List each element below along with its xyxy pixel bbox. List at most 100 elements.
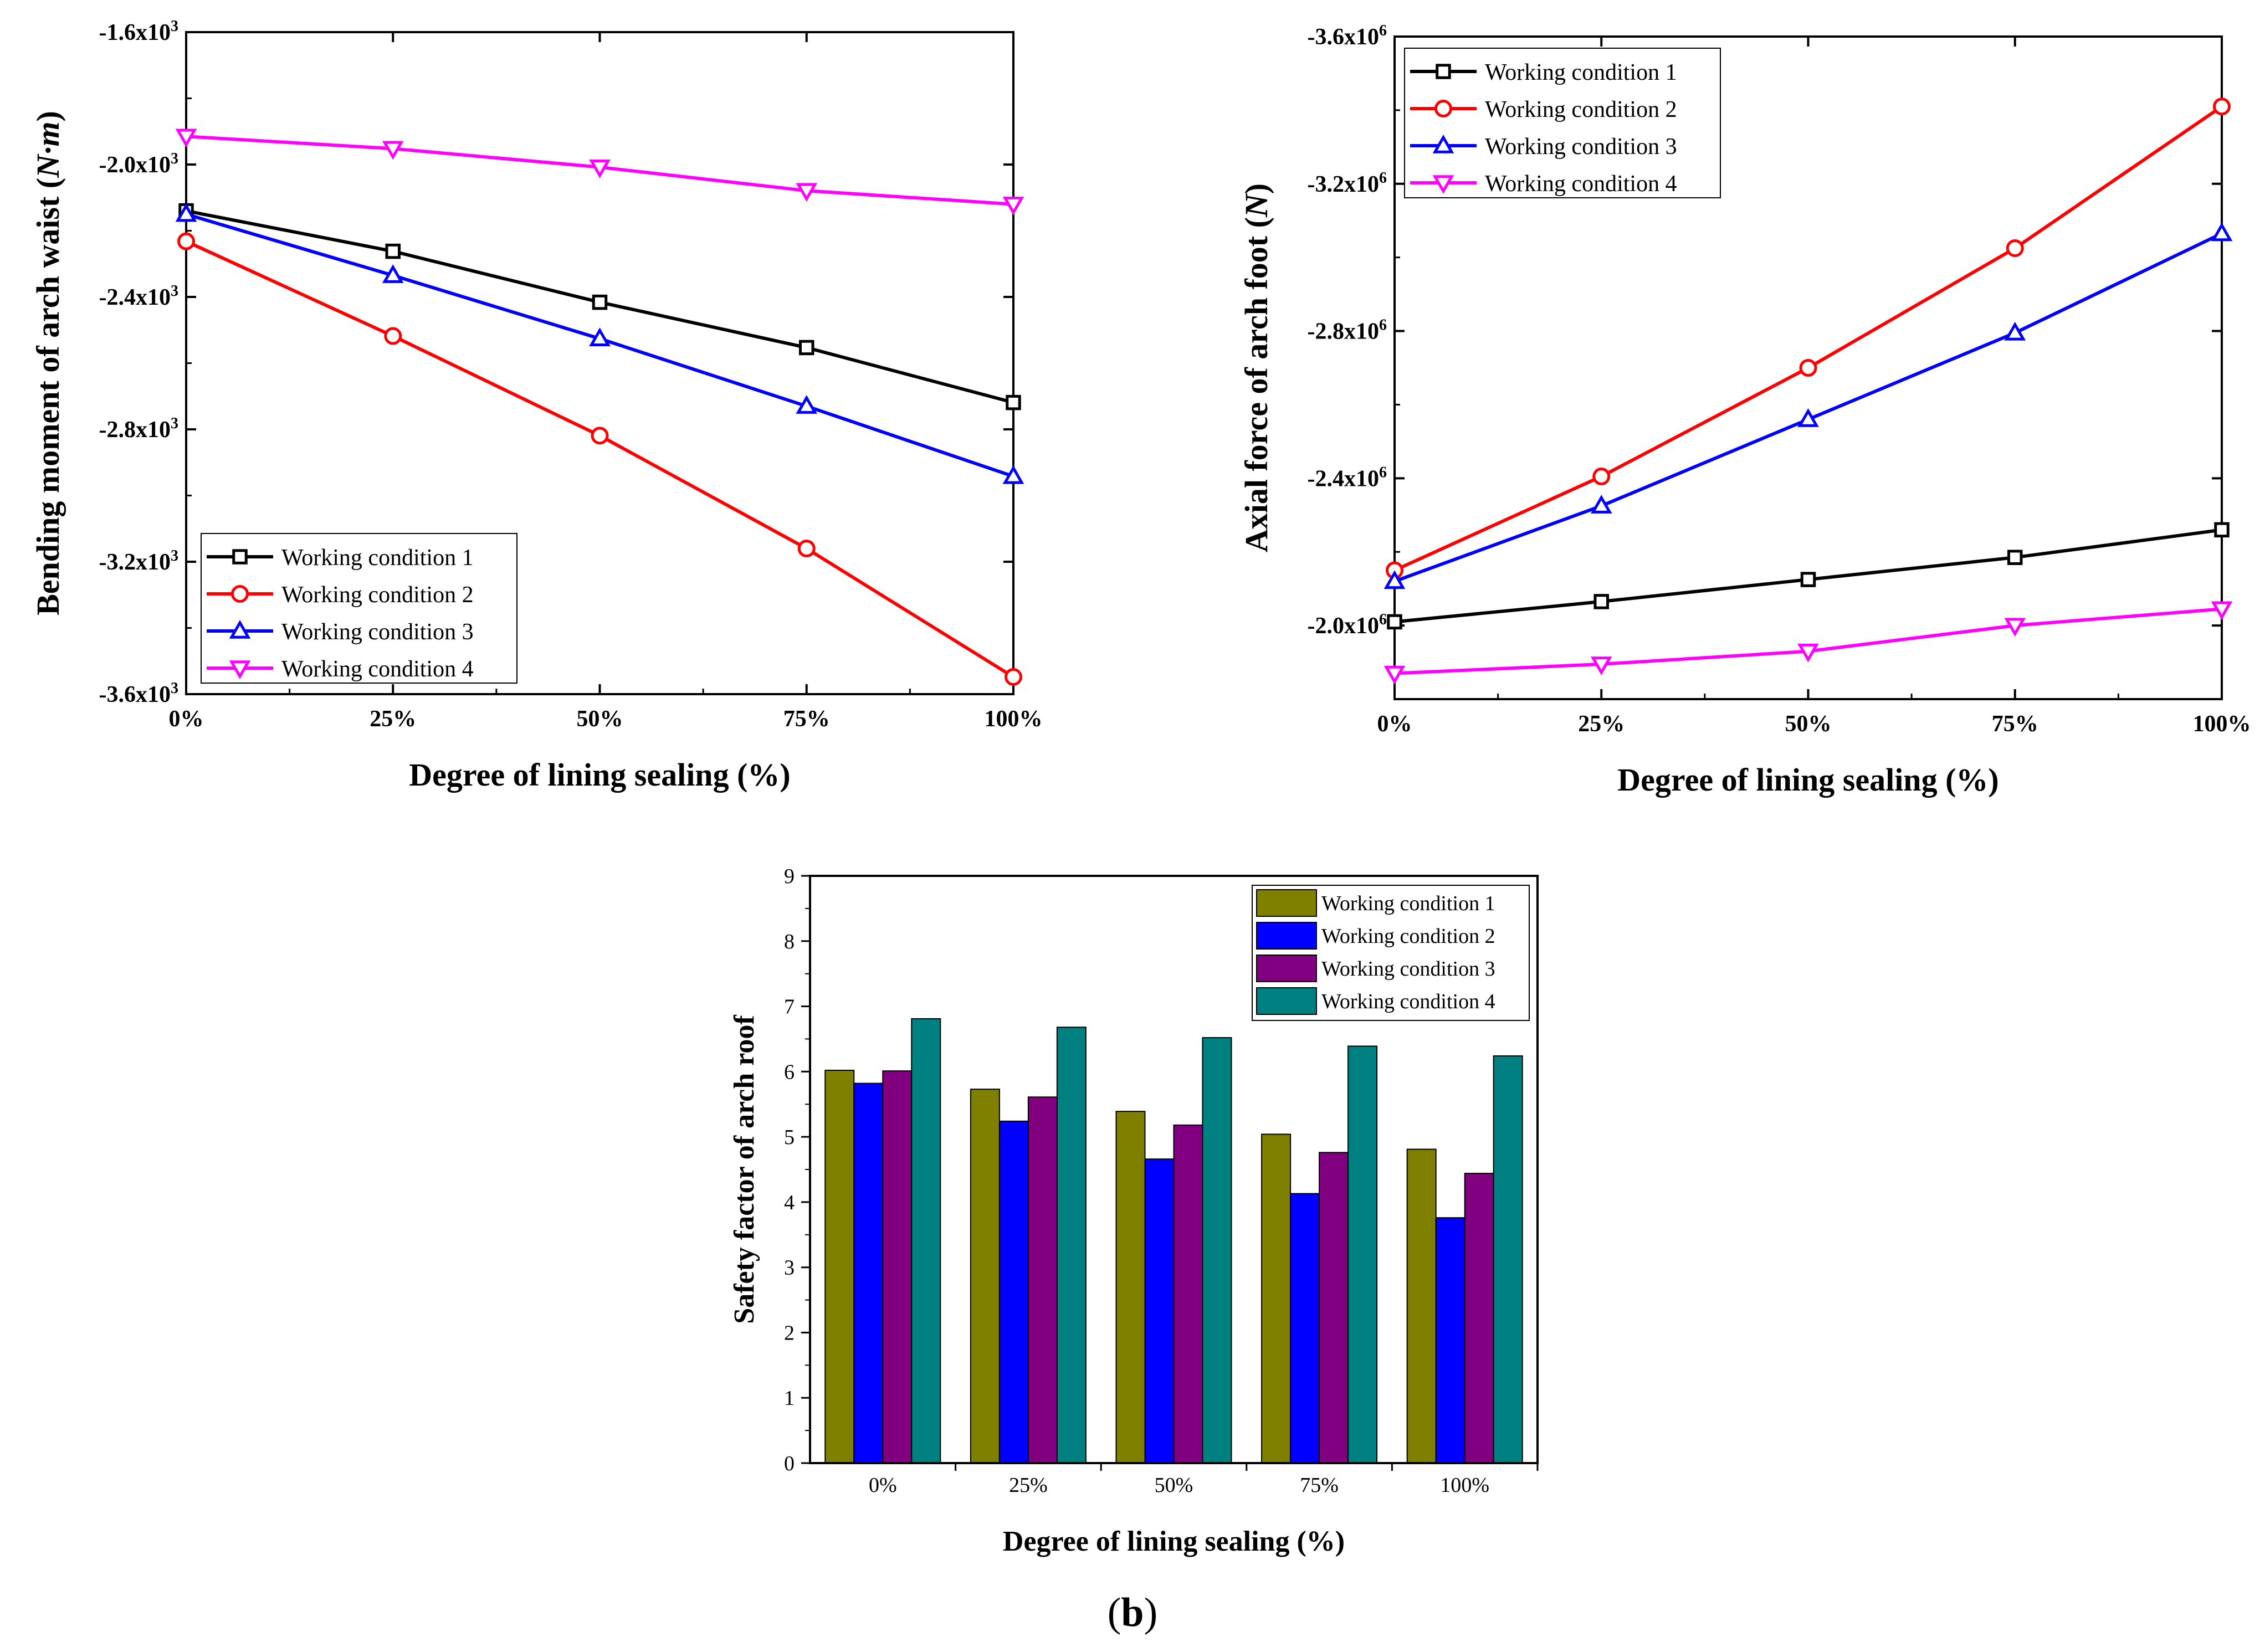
x-axis-title: Degree of lining sealing (%) — [1617, 762, 1998, 798]
data-point — [1383, 665, 1406, 685]
legend: Working condition 1 Working condition 2 Wo… — [1252, 885, 1530, 1021]
data-point — [175, 129, 197, 148]
data-point — [385, 243, 401, 259]
series-line — [1393, 232, 2223, 583]
y-tick-label: 6 — [784, 1060, 795, 1084]
x-tick-label: 25% — [1009, 1474, 1048, 1497]
bar — [1464, 1173, 1494, 1464]
data-point — [2214, 522, 2230, 538]
y-tick-label: -3.2x103 — [99, 547, 179, 575]
y-tick-label: 1 — [784, 1387, 795, 1410]
data-point — [589, 160, 611, 178]
y-axis-title: Bending moment of arch waist (N·m) — [30, 111, 66, 615]
data-point — [1387, 614, 1402, 630]
y-axis-title: Safety factor of arch roof — [729, 1015, 760, 1324]
axial-force-chart: 0% 25% 50% 75% 100% -2.0x106 -2.4x106 -2.8x106 -… — [1238, 22, 2251, 798]
bar — [1115, 1111, 1146, 1464]
bar — [1261, 1133, 1292, 1464]
data-point — [1797, 643, 1819, 663]
y-tick-label: 2 — [784, 1321, 795, 1345]
y-axis-title: Axial force of arch foot (N) — [1238, 183, 1274, 552]
data-point — [2211, 222, 2233, 242]
legend-label: Working condition 1 — [281, 545, 474, 571]
data-point — [1593, 594, 1609, 609]
legend-label: Working condition 2 — [1321, 925, 1495, 948]
legend-label: Working condition 3 — [281, 619, 474, 645]
bar — [1319, 1152, 1349, 1464]
y-tick-label: 9 — [784, 865, 795, 888]
data-point — [592, 294, 608, 310]
legend-label: Working condition 4 — [1485, 171, 1677, 197]
data-point — [1800, 572, 1816, 587]
x-tick-label: 50% — [1155, 1474, 1193, 1497]
legend-label: Working condition 3 — [1485, 134, 1677, 160]
safety-factor-chart: 0% 25% 50% 75% 100% 0 1 2 3 4 5 6 7 8 9 Degree of linin… — [729, 865, 1539, 1557]
x-axis-title: Degree of lining sealing (%) — [1003, 1526, 1345, 1557]
data-point — [2004, 618, 2026, 637]
bar — [1290, 1193, 1320, 1464]
data-point — [175, 203, 197, 222]
y-tick-label: -3.6x103 — [99, 680, 179, 707]
data-point — [177, 232, 195, 250]
legend-label: Working condition 3 — [1321, 957, 1495, 981]
data-point — [797, 540, 816, 558]
y-tick-label: -2.4x106 — [1308, 464, 1387, 491]
bar — [1027, 1096, 1058, 1464]
bar — [1435, 1217, 1465, 1464]
data-point — [1383, 570, 1406, 589]
legend-marker — [229, 660, 251, 680]
x-tick-label: 100% — [985, 706, 1043, 732]
figure-label: (b) — [1108, 1590, 1157, 1635]
bar — [1347, 1045, 1378, 1464]
y-tick-label: 7 — [784, 996, 795, 1019]
legend-swatch — [1256, 955, 1317, 982]
y-tick-label: -3.2x106 — [1308, 170, 1387, 197]
bar — [998, 1120, 1029, 1464]
legend-marker — [232, 549, 248, 565]
y-tick-label: -2.4x103 — [99, 283, 179, 310]
bar — [1173, 1124, 1203, 1464]
y-tick-label: 4 — [784, 1191, 795, 1214]
x-tick-label: 25% — [370, 706, 416, 732]
legend-label: Working condition 1 — [1321, 892, 1495, 915]
y-tick-label: 5 — [784, 1126, 795, 1149]
bar — [1056, 1027, 1087, 1464]
y-tick-label: -2.0x106 — [1308, 611, 1387, 639]
y-tick-label: -2.8x103 — [99, 415, 179, 443]
x-tick-label: 0% — [1377, 711, 1412, 737]
x-tick-label: 100% — [1440, 1474, 1489, 1497]
y-tick-label: -2.8x106 — [1308, 317, 1387, 345]
legend-swatch — [1256, 987, 1317, 1015]
data-point — [1002, 196, 1024, 216]
x-tick-label: 75% — [1300, 1474, 1339, 1497]
data-point — [1002, 465, 1024, 484]
x-tick-label: 50% — [1785, 711, 1832, 737]
x-tick-label: 0% — [169, 706, 204, 732]
legend: Working condition 1 Working condition 2 Wo… — [201, 533, 517, 684]
x-tick-label: 50% — [577, 706, 623, 732]
x-tick-label: 100% — [2193, 711, 2251, 737]
legend-marker — [229, 619, 251, 639]
bar — [882, 1070, 913, 1464]
legend-marker — [231, 585, 249, 603]
legend-label: Working condition 4 — [281, 656, 474, 682]
data-point — [2004, 321, 2026, 341]
y-tick-label: 8 — [784, 930, 795, 953]
series-line — [1394, 607, 2222, 675]
bar — [1144, 1158, 1175, 1464]
data-point — [2006, 239, 2024, 258]
legend-label: Working condition 4 — [1321, 990, 1495, 1013]
x-tick-label: 25% — [1578, 711, 1625, 737]
x-axis-title: Degree of lining sealing (%) — [409, 757, 790, 793]
bar — [1202, 1037, 1232, 1464]
bar — [970, 1089, 1000, 1464]
data-point — [2211, 601, 2233, 620]
legend-marker — [1436, 64, 1451, 79]
legend: Working condition 1 Working condition 2 Wo… — [1404, 48, 1721, 198]
data-point — [1799, 359, 1817, 377]
data-point — [796, 395, 818, 414]
data-point — [382, 141, 404, 160]
data-point — [2007, 550, 2023, 565]
x-tick-label: 0% — [869, 1474, 897, 1497]
